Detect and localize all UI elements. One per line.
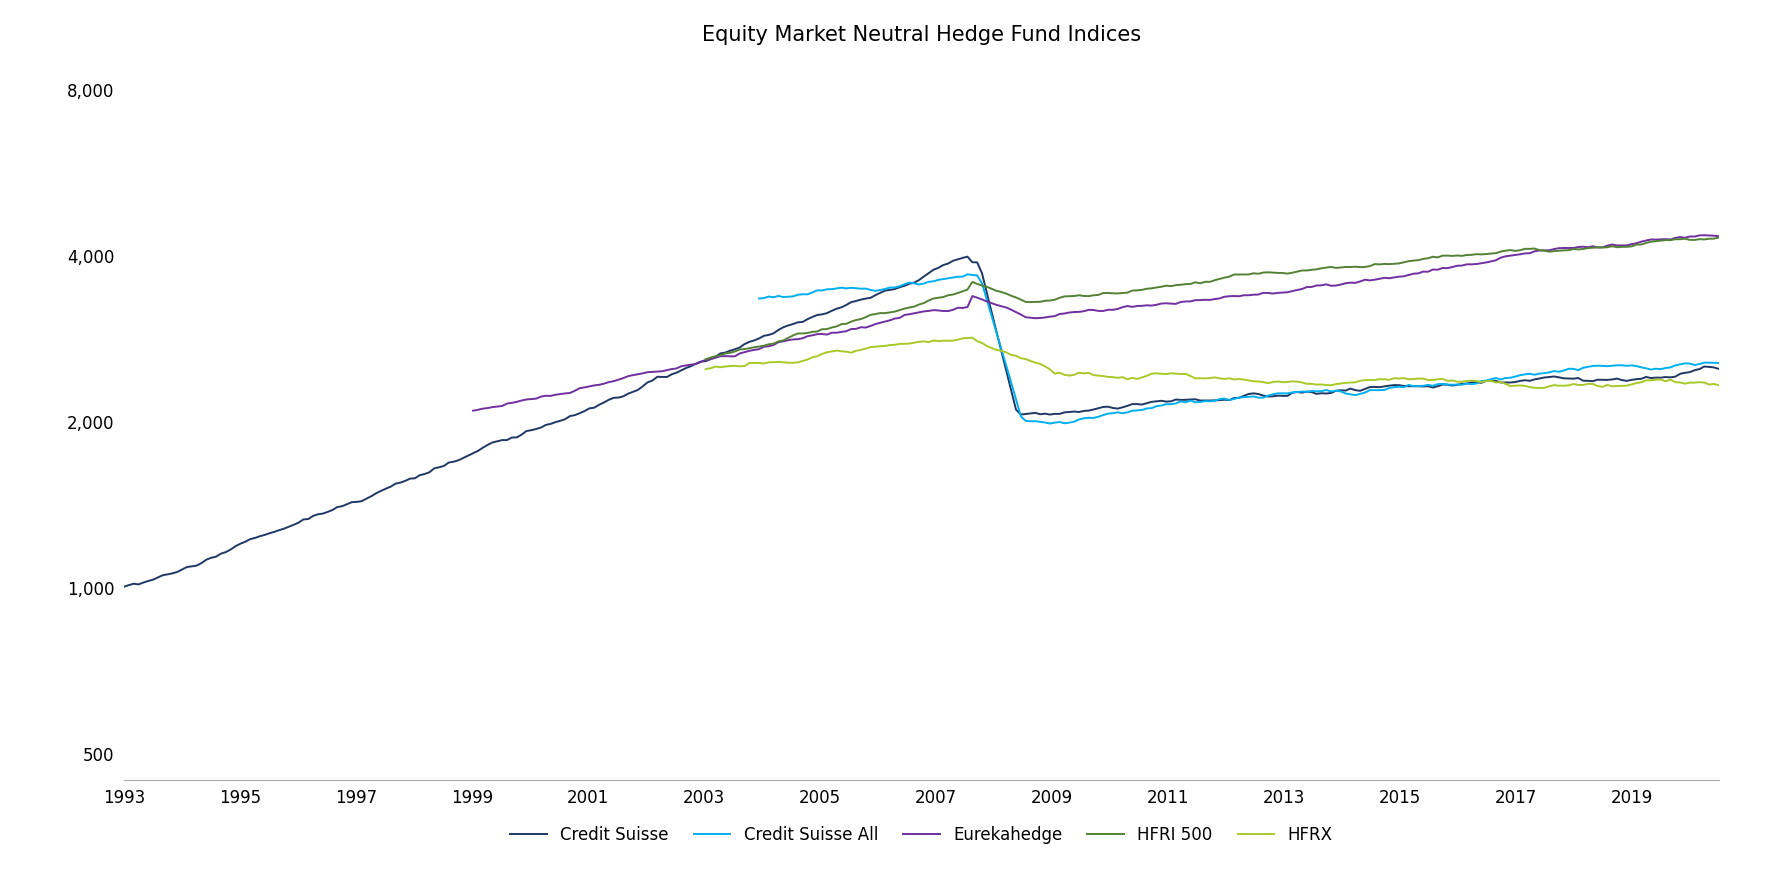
- Eurekahedge: [1278, 287, 1299, 298]
- HFRI 500: [695, 354, 716, 364]
- HFRI 500: [1602, 241, 1623, 252]
- Line: Credit Suisse All: Credit Suisse All: [758, 275, 1719, 424]
- Eurekahedge: [555, 388, 576, 399]
- Credit Suisse All: [957, 269, 978, 280]
- Credit Suisse: [239, 534, 260, 545]
- Eurekahedge: [1694, 230, 1715, 241]
- Legend: Credit Suisse, Credit Suisse All, Eurekahedge, HFRI 500, HFRX: Credit Suisse, Credit Suisse All, Eureka…: [503, 819, 1340, 851]
- HFRX: [705, 361, 727, 372]
- Credit Suisse: [1708, 363, 1729, 374]
- HFRI 500: [909, 299, 930, 310]
- Credit Suisse: [113, 581, 135, 592]
- Credit Suisse All: [1683, 360, 1705, 370]
- Credit Suisse All: [1588, 361, 1609, 371]
- Eurekahedge: [1708, 231, 1729, 242]
- Credit Suisse All: [1189, 397, 1210, 408]
- Credit Suisse: [1655, 372, 1676, 383]
- Credit Suisse: [158, 569, 179, 579]
- Credit Suisse All: [1708, 358, 1729, 369]
- Line: Eurekahedge: Eurekahedge: [473, 236, 1719, 411]
- Line: Credit Suisse: Credit Suisse: [124, 257, 1719, 587]
- Credit Suisse: [957, 252, 978, 262]
- Eurekahedge: [656, 365, 677, 376]
- HFRI 500: [1708, 232, 1729, 243]
- Credit Suisse All: [1644, 363, 1666, 374]
- HFRI 500: [1543, 245, 1565, 256]
- Credit Suisse: [1515, 375, 1536, 385]
- Line: HFRI 500: HFRI 500: [705, 237, 1719, 359]
- Credit Suisse All: [1102, 408, 1123, 418]
- HFRI 500: [1175, 279, 1196, 290]
- Credit Suisse: [1116, 400, 1138, 411]
- Credit Suisse All: [748, 293, 769, 304]
- Credit Suisse All: [1247, 392, 1269, 403]
- HFRX: [962, 332, 983, 343]
- Eurekahedge: [1127, 300, 1148, 311]
- HFRX: [695, 363, 716, 374]
- HFRI 500: [1200, 276, 1221, 287]
- Credit Suisse All: [1038, 418, 1060, 429]
- HFRX: [1529, 383, 1550, 393]
- HFRX: [1552, 380, 1574, 391]
- HFRX: [1205, 372, 1226, 383]
- HFRX: [1180, 370, 1201, 381]
- HFRX: [1611, 381, 1632, 392]
- Title: Equity Market Neutral Hedge Fund Indices: Equity Market Neutral Hedge Fund Indices: [702, 25, 1141, 45]
- HFRI 500: [705, 351, 727, 361]
- Eurekahedge: [462, 406, 484, 416]
- Line: HFRX: HFRX: [705, 338, 1719, 388]
- Credit Suisse: [292, 514, 314, 525]
- Eurekahedge: [1621, 239, 1643, 250]
- HFRX: [1708, 380, 1729, 391]
- HFRX: [909, 337, 930, 347]
- Eurekahedge: [1535, 245, 1556, 256]
